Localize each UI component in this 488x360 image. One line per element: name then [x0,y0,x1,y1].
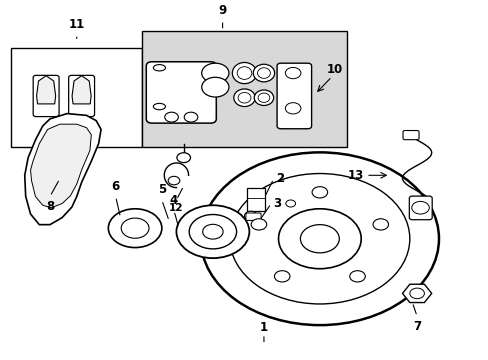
Polygon shape [25,114,101,225]
Text: 1: 1 [259,321,267,334]
FancyBboxPatch shape [33,75,59,117]
Bar [11,48,142,147]
Text: 2: 2 [276,172,284,185]
Circle shape [311,187,327,198]
Circle shape [285,200,295,207]
Circle shape [177,153,190,163]
Text: 13: 13 [346,169,363,182]
Circle shape [349,271,365,282]
FancyBboxPatch shape [408,196,431,220]
Text: 7: 7 [412,320,420,333]
Bar [246,188,265,211]
Text: 10: 10 [326,63,343,76]
Ellipse shape [254,90,273,105]
Ellipse shape [232,63,256,84]
Circle shape [176,205,249,258]
Circle shape [168,176,180,185]
Circle shape [285,67,300,79]
Polygon shape [37,76,56,104]
Ellipse shape [258,93,269,102]
Circle shape [202,224,223,239]
Circle shape [274,271,289,282]
FancyBboxPatch shape [68,75,94,117]
Ellipse shape [257,68,270,78]
Ellipse shape [253,64,274,82]
Polygon shape [30,124,91,208]
Text: 11: 11 [68,18,85,31]
Circle shape [229,174,409,304]
Text: 8: 8 [46,200,54,213]
Circle shape [411,201,428,214]
Circle shape [285,103,300,114]
Text: 6: 6 [111,180,120,193]
Ellipse shape [153,64,165,71]
Polygon shape [72,76,91,104]
Text: 9: 9 [218,4,226,17]
Ellipse shape [237,67,251,80]
Circle shape [189,215,236,249]
Circle shape [108,209,162,248]
FancyBboxPatch shape [245,213,261,220]
Circle shape [164,112,178,122]
Circle shape [409,288,424,299]
Circle shape [300,225,339,253]
Bar [142,31,346,147]
Ellipse shape [238,93,250,103]
Text: 3: 3 [273,197,281,210]
Circle shape [201,77,228,97]
Circle shape [278,209,361,269]
Text: 4: 4 [169,194,178,207]
Ellipse shape [153,103,165,110]
Circle shape [201,152,438,325]
Ellipse shape [233,89,255,107]
Circle shape [184,112,198,122]
Circle shape [244,211,257,220]
Circle shape [372,219,388,230]
Text: 5: 5 [158,184,165,197]
Text: 12: 12 [169,203,183,213]
Circle shape [201,63,228,83]
Circle shape [251,219,266,230]
FancyBboxPatch shape [402,131,418,140]
FancyBboxPatch shape [277,63,311,129]
FancyBboxPatch shape [146,62,216,123]
Circle shape [121,218,149,238]
